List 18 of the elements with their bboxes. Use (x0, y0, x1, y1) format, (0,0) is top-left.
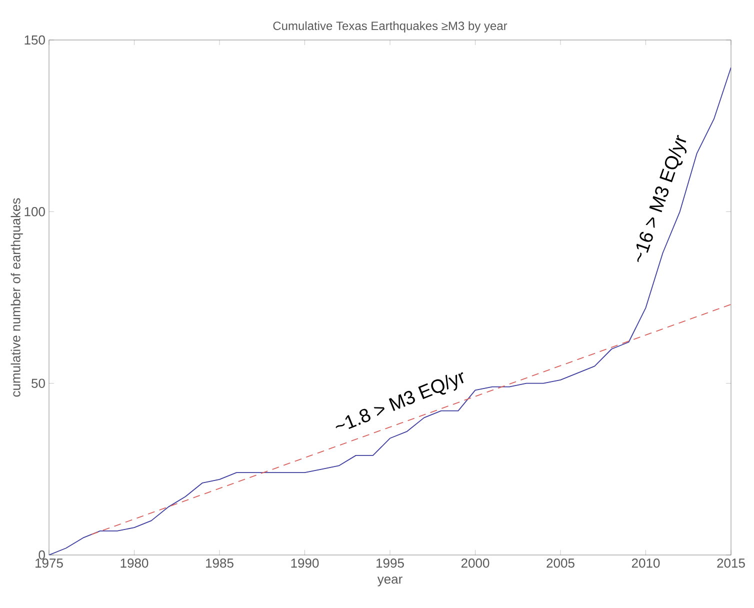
x-tick-label: 2015 (717, 558, 745, 568)
x-tick-label: 1985 (206, 558, 234, 568)
annotation: ~16 > M3 EQ/yr (636, 134, 687, 262)
x-tick-label: 2000 (461, 558, 490, 568)
y-tick-label: 150 (24, 35, 45, 45)
x-axis-title: year (377, 576, 402, 586)
y-tick-label: 50 (32, 378, 45, 388)
chart-title: Cumulative Texas Earthquakes ≥M3 by year (273, 21, 508, 32)
x-tick-label: 1980 (120, 558, 148, 568)
annotation: ~1.8 > M3 EQ/yr (336, 372, 464, 430)
x-tick-label: 1975 (36, 558, 63, 568)
x-tick-label: 2010 (632, 558, 660, 568)
x-tick-label: 1995 (376, 558, 404, 568)
x-tick-label: 1990 (291, 558, 319, 568)
y-tick-label: 0 (38, 550, 45, 560)
x-tick-label: 2005 (546, 558, 574, 568)
y-axis-title: cumulative number of earthquakes (10, 198, 23, 397)
y-tick-label: 100 (24, 207, 45, 216)
